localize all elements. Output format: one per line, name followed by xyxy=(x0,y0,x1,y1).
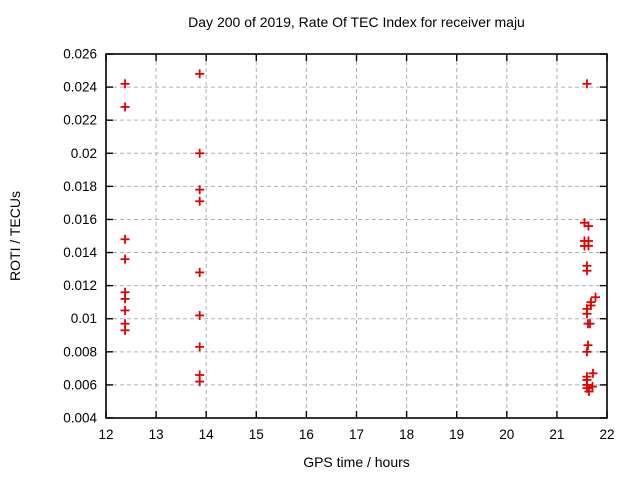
x-tick-label: 22 xyxy=(599,427,614,442)
y-tick-label: 0.016 xyxy=(63,212,97,227)
x-tick-label: 16 xyxy=(299,427,314,442)
y-tick-label: 0.014 xyxy=(63,245,97,260)
y-tick-label: 0.02 xyxy=(71,146,97,161)
x-tick-label: 18 xyxy=(399,427,414,442)
y-tick-label: 0.008 xyxy=(63,344,97,359)
x-tick-label: 20 xyxy=(499,427,514,442)
x-tick-label: 21 xyxy=(549,427,564,442)
plot-border xyxy=(105,53,608,419)
x-tick-label: 13 xyxy=(149,427,164,442)
x-axis-label: GPS time / hours xyxy=(303,454,410,470)
x-tick-label: 19 xyxy=(449,427,464,442)
y-tick-label: 0.022 xyxy=(63,113,97,128)
y-tick-label: 0.026 xyxy=(63,47,97,62)
y-tick-label: 0.018 xyxy=(63,179,97,194)
y-tick-label: 0.024 xyxy=(63,80,97,95)
y-tick-label: 0.012 xyxy=(63,278,97,293)
chart-title: Day 200 of 2019, Rate Of TEC Index for r… xyxy=(188,14,525,30)
y-tick-label: 0.01 xyxy=(71,311,97,326)
y-tick-label: 0.004 xyxy=(63,411,97,426)
x-tick-label: 14 xyxy=(199,427,215,442)
x-tick-label: 17 xyxy=(349,427,364,442)
x-tick-label: 15 xyxy=(249,427,264,442)
x-tick-label: 12 xyxy=(98,427,113,442)
y-tick-label: 0.006 xyxy=(63,377,97,392)
